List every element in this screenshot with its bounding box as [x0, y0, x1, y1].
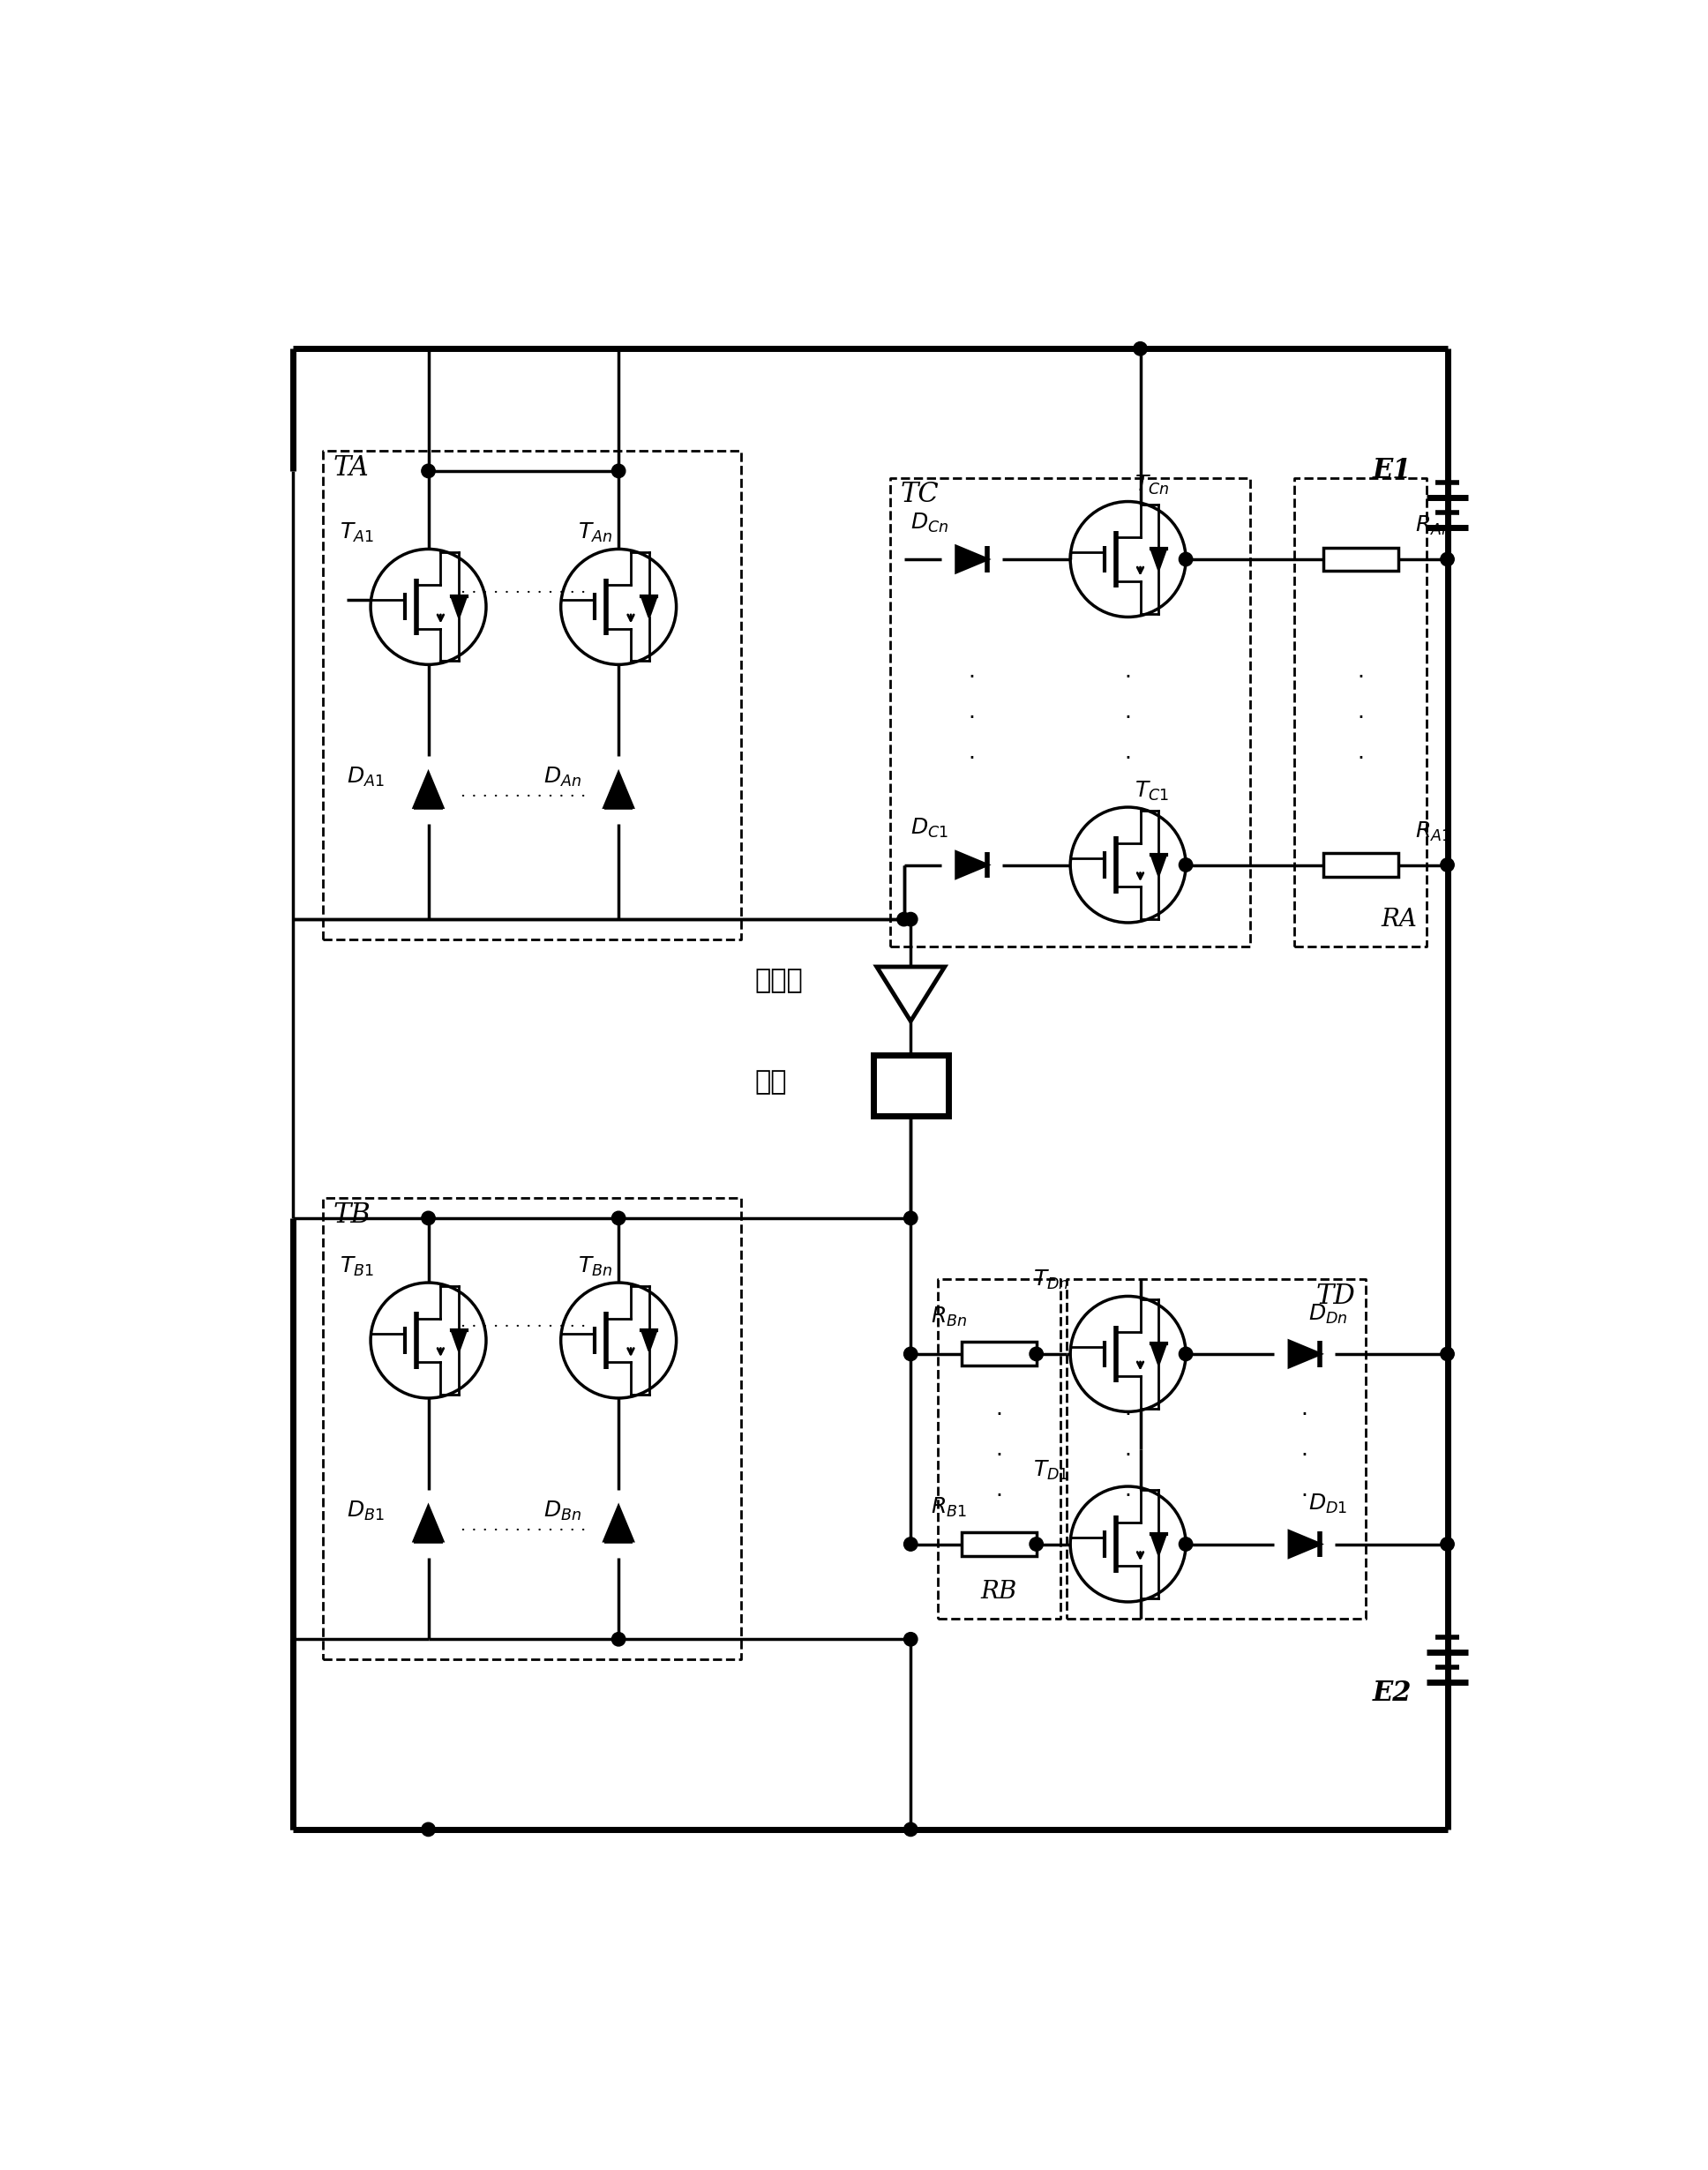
Polygon shape [956, 853, 987, 879]
Circle shape [904, 1632, 917, 1647]
Text: .: . [1124, 1439, 1132, 1460]
Text: .: . [1301, 1397, 1308, 1419]
Text: $R_{B1}$: $R_{B1}$ [931, 1495, 967, 1519]
Polygon shape [605, 773, 634, 807]
Text: .: . [1358, 660, 1365, 681]
Polygon shape [413, 773, 442, 807]
Text: .: . [968, 660, 975, 681]
Text: $T_{C1}$: $T_{C1}$ [1134, 779, 1170, 803]
Bar [1324, 547, 1399, 571]
Text: .: . [1124, 1397, 1132, 1419]
Text: $D_{Cn}$: $D_{Cn}$ [910, 512, 950, 534]
Circle shape [1440, 1536, 1454, 1552]
Bar [962, 1532, 1037, 1556]
Text: $R_{An}$: $R_{An}$ [1414, 514, 1452, 538]
Circle shape [611, 464, 625, 477]
Text: $T_{Dn}$: $T_{Dn}$ [1033, 1269, 1069, 1291]
Text: .: . [1124, 660, 1132, 681]
Polygon shape [1290, 1532, 1320, 1558]
Text: RA: RA [1380, 907, 1416, 931]
Text: .: . [968, 742, 975, 764]
Circle shape [897, 911, 910, 927]
Text: RB: RB [980, 1580, 1018, 1604]
Text: $R_{Bn}$: $R_{Bn}$ [931, 1306, 967, 1328]
Circle shape [1179, 553, 1192, 566]
Text: $T_{D1}$: $T_{D1}$ [1033, 1458, 1069, 1482]
Text: · · · · · · · · · · · ·: · · · · · · · · · · · · [461, 790, 586, 805]
Polygon shape [1151, 549, 1167, 571]
Text: .: . [968, 701, 975, 723]
Text: $T_{B1}$: $T_{B1}$ [340, 1254, 374, 1278]
Polygon shape [642, 597, 656, 616]
Circle shape [904, 1536, 917, 1552]
Polygon shape [605, 1506, 634, 1541]
Polygon shape [642, 1330, 656, 1352]
Text: .: . [1358, 701, 1365, 723]
Text: TC: TC [900, 482, 939, 508]
Polygon shape [451, 1330, 466, 1352]
Text: $T_{An}$: $T_{An}$ [577, 521, 613, 545]
Text: $D_{Dn}$: $D_{Dn}$ [1308, 1302, 1348, 1326]
Circle shape [611, 1211, 625, 1224]
Text: $D_{B1}$: $D_{B1}$ [347, 1499, 384, 1523]
Text: $T_{A1}$: $T_{A1}$ [340, 521, 374, 545]
Text: · · · · · · · · · · · ·: · · · · · · · · · · · · [461, 1319, 586, 1335]
Text: $T_{Bn}$: $T_{Bn}$ [577, 1254, 613, 1278]
Circle shape [1030, 1348, 1044, 1361]
Text: · · · · · · · · · · · ·: · · · · · · · · · · · · [461, 586, 586, 601]
Circle shape [1440, 857, 1454, 872]
Text: $D_{A1}$: $D_{A1}$ [347, 766, 384, 790]
Circle shape [1030, 1536, 1044, 1552]
Text: .: . [1124, 701, 1132, 723]
Text: E1: E1 [1373, 456, 1413, 484]
Circle shape [422, 1211, 436, 1224]
Polygon shape [1290, 1341, 1320, 1367]
Polygon shape [876, 968, 945, 1022]
Text: .: . [1124, 742, 1132, 764]
Circle shape [904, 911, 917, 927]
Bar [873, 1055, 948, 1115]
Text: TB: TB [333, 1202, 371, 1228]
Circle shape [1440, 553, 1454, 566]
Circle shape [1179, 1348, 1192, 1361]
Text: TD: TD [1317, 1282, 1356, 1311]
Text: .: . [1358, 742, 1365, 764]
Text: $R_{A1}$: $R_{A1}$ [1414, 820, 1452, 844]
Text: $T_{Cn}$: $T_{Cn}$ [1134, 473, 1170, 497]
Circle shape [1134, 343, 1148, 356]
Text: $D_{C1}$: $D_{C1}$ [910, 816, 948, 840]
Text: TA: TA [333, 454, 369, 482]
Text: E2: E2 [1373, 1680, 1413, 1706]
Bar [1324, 853, 1399, 877]
Text: .: . [996, 1439, 1003, 1460]
Circle shape [611, 1632, 625, 1647]
Text: · · · · · · · · · · · ·: · · · · · · · · · · · · [461, 1523, 586, 1539]
Text: .: . [996, 1480, 1003, 1499]
Circle shape [1179, 1536, 1192, 1552]
Polygon shape [413, 1506, 442, 1541]
Polygon shape [1151, 1534, 1167, 1554]
Text: $D_{An}$: $D_{An}$ [543, 766, 582, 790]
Text: 工件: 工件 [755, 1070, 787, 1096]
Polygon shape [956, 547, 987, 573]
Circle shape [1179, 857, 1192, 872]
Circle shape [1440, 1348, 1454, 1361]
Circle shape [422, 464, 436, 477]
Text: .: . [1301, 1439, 1308, 1460]
Circle shape [904, 1823, 917, 1836]
Polygon shape [1151, 855, 1167, 875]
Bar [962, 1341, 1037, 1365]
Circle shape [904, 1348, 917, 1361]
Polygon shape [1151, 1343, 1167, 1365]
Text: $D_{Bn}$: $D_{Bn}$ [543, 1499, 582, 1523]
Text: $D_{D1}$: $D_{D1}$ [1308, 1493, 1348, 1515]
Circle shape [422, 1823, 436, 1836]
Text: 电极丝: 电极丝 [755, 968, 803, 994]
Circle shape [904, 1211, 917, 1224]
Text: .: . [1301, 1480, 1308, 1499]
Text: .: . [996, 1397, 1003, 1419]
Polygon shape [451, 597, 466, 616]
Text: .: . [1124, 1480, 1132, 1499]
